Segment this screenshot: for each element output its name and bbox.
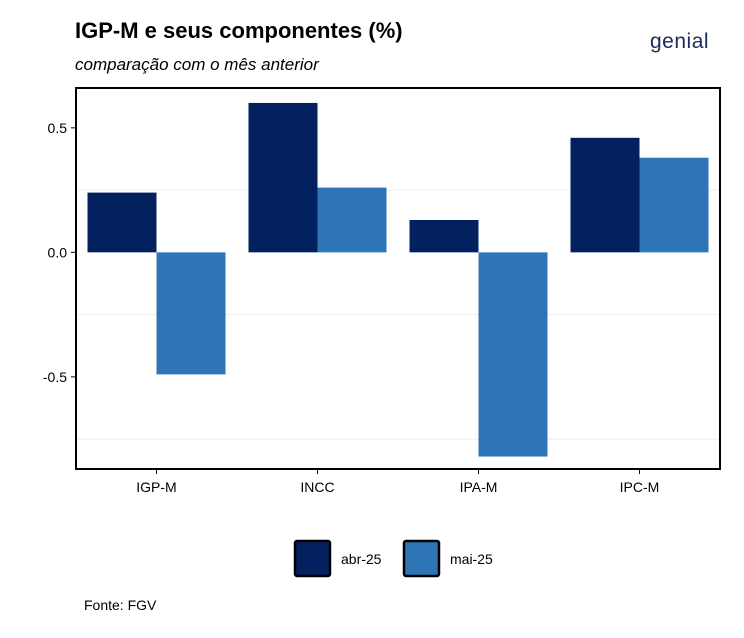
source-note: Fonte: FGV — [84, 597, 157, 613]
legend-swatch-abr-25 — [293, 539, 332, 578]
x-axis: IGP-M INCC IPA-M IPC-M — [136, 469, 659, 495]
legend-label-abr-25: abr-25 — [341, 551, 382, 567]
x-tick-label: IGP-M — [136, 479, 176, 495]
legend-label-mai-25: mai-25 — [450, 551, 493, 567]
chart-title: IGP-M e seus componentes (%) — [75, 18, 403, 43]
bar-incc-mai-25 — [317, 187, 387, 253]
bar-ipa-m-abr-25 — [409, 219, 479, 253]
y-tick-label: 0.0 — [48, 244, 68, 260]
brand-logo: genial — [650, 30, 710, 53]
bar-ipa-m-mai-25 — [478, 252, 548, 457]
x-tick-label: IPA-M — [460, 479, 498, 495]
bar-igp-m-mai-25 — [156, 252, 226, 375]
bar-igp-m-abr-25 — [87, 192, 157, 253]
chart-subtitle: comparação com o mês anterior — [75, 55, 319, 74]
bar-ipc-m-mai-25 — [639, 157, 709, 253]
bar-incc-abr-25 — [248, 102, 318, 253]
plot-border — [75, 87, 721, 470]
legend: abr-25 mai-25 — [293, 539, 493, 578]
y-axis: 0.5 0.0 -0.5 — [43, 120, 76, 385]
legend-swatch-mai-25 — [402, 539, 441, 578]
y-tick-label: 0.5 — [48, 120, 68, 136]
x-tick-label: IPC-M — [620, 479, 660, 495]
y-tick-label: -0.5 — [43, 369, 67, 385]
x-tick-label: INCC — [300, 479, 334, 495]
bars — [87, 102, 709, 457]
bar-ipc-m-abr-25 — [570, 137, 640, 253]
